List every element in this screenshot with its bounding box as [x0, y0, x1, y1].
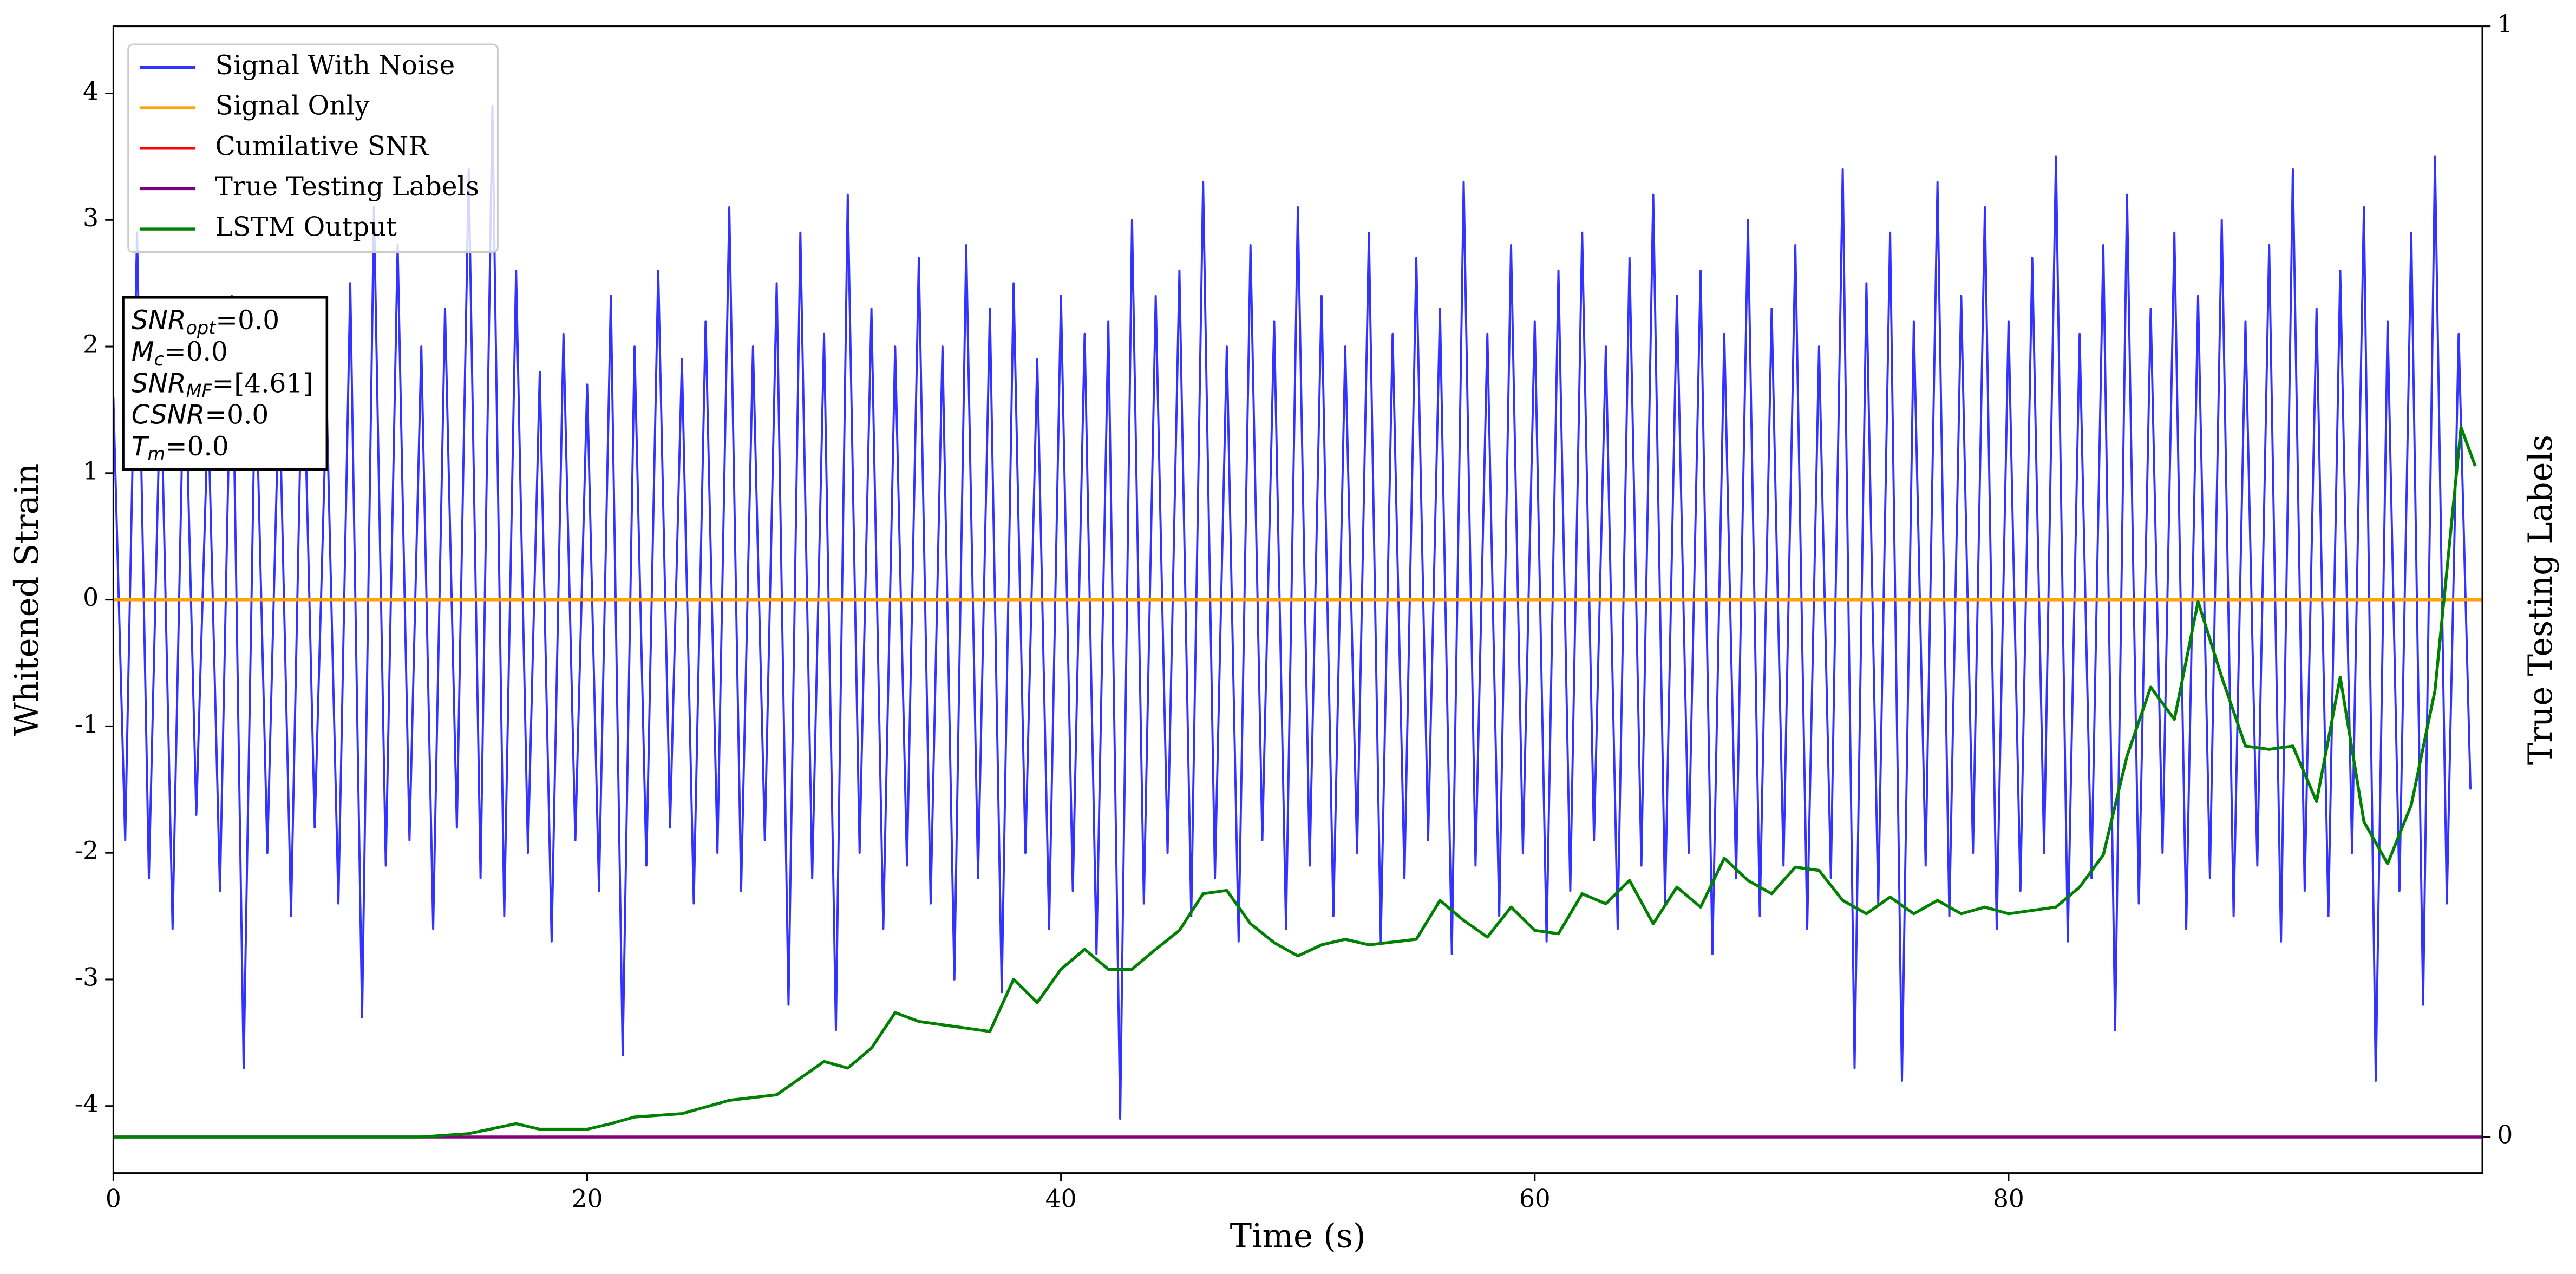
annotation-sub: opt [186, 317, 217, 338]
y2-tick-label: 1 [2497, 10, 2513, 38]
y-tick-label: -2 [75, 837, 99, 865]
annotation-sub: MF [186, 380, 213, 401]
annotation-text: Tm=0.0 [132, 431, 229, 464]
y-tick-label: 4 [83, 77, 99, 106]
annotation-rest: =0.0 [164, 337, 228, 367]
x-tick-label: 60 [1519, 1185, 1551, 1213]
x-tick-label: 40 [1045, 1185, 1077, 1213]
series-line [113, 104, 2472, 1120]
annotation-main: M [132, 337, 154, 367]
annotation-text: Mc=0.0 [132, 337, 228, 370]
x-axis-label: Time (s) [1230, 1218, 1366, 1256]
legend-label: LSTM Output [215, 212, 397, 243]
plot-frame [112, 25, 2483, 1174]
x-tick-label: 0 [106, 1185, 121, 1213]
annotation-main: SNR [132, 305, 186, 336]
annotation-main: SNR [132, 368, 186, 398]
y-tick-label: -1 [75, 710, 99, 739]
annotation-box [122, 296, 329, 471]
y-tick-label: 3 [83, 204, 99, 232]
legend-label: Signal With Noise [215, 50, 455, 81]
annotation: SNRopt=0.0Mc=0.0SNRMF=[4.61]CSNR=0.0Tm=0… [122, 296, 329, 471]
x-tick-label: 80 [1993, 1185, 2024, 1213]
y-tick-label: -4 [75, 1089, 99, 1118]
annotation-sub: c [154, 349, 164, 370]
y-tick-label: 2 [83, 330, 99, 359]
annotation-rest: =[4.61] [212, 368, 313, 398]
series-line [113, 426, 2477, 1139]
legend: Signal With Noise Signal Only Cumilative S… [127, 43, 499, 253]
y2-tick-label: 0 [2497, 1120, 2513, 1149]
x-tick-label: 20 [572, 1185, 603, 1213]
annotation-sub: m [147, 443, 165, 464]
y2-axis-label: True Testing Labels [2522, 435, 2560, 765]
y-tick-label: -3 [75, 963, 99, 991]
annotation-main: T [132, 432, 149, 462]
annotation-rest: =0.0 [205, 400, 269, 430]
legend-label: Cumilative SNR [215, 131, 429, 161]
annotation-rest: =0.0 [215, 305, 279, 335]
legend-label: Signal Only [215, 91, 370, 121]
legend-label: True Testing Labels [215, 172, 480, 202]
annotation-text: SNRMF=[4.61] [132, 368, 313, 401]
y-tick-label: 0 [83, 583, 99, 612]
y-axis-label: Whitened Strain [8, 463, 46, 736]
legend-box [127, 43, 499, 253]
y-tick-label: 1 [83, 456, 99, 485]
annotation-text: SNRopt=0.0 [132, 305, 279, 338]
annotation-rest: =0.0 [165, 431, 229, 461]
annotation-text: CSNR=0.0 [132, 400, 269, 430]
annotation-main: CSNR [132, 400, 205, 430]
